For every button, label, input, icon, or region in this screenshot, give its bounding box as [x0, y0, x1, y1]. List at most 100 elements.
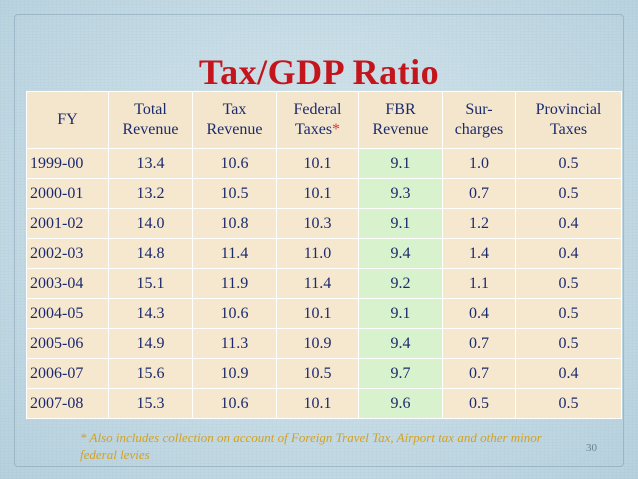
table-cell-provincial-taxes: 0.5: [515, 328, 622, 359]
table-cell-fy: 2000-01: [26, 178, 109, 209]
table-cell-total-revenue: 15.3: [108, 388, 193, 419]
table-cell-fbr-revenue: 9.1: [358, 148, 443, 179]
table-row: 2004-05 14.3 10.6 10.1 9.1 0.4 0.5: [26, 298, 622, 329]
table-row: 2007-08 15.3 10.6 10.1 9.6 0.5 0.5: [26, 388, 622, 419]
table-cell-federal-taxes: 10.5: [276, 358, 359, 389]
column-header-tax-revenue: Tax Revenue: [192, 91, 277, 149]
column-header-line: FY: [57, 111, 78, 128]
slide-frame: [14, 14, 624, 467]
table-cell-total-revenue: 14.8: [108, 238, 193, 269]
column-header-surcharges: Sur-charges: [442, 91, 516, 149]
table-cell-total-revenue: 14.3: [108, 298, 193, 329]
table-header-row: FY Total Revenue Tax Revenue Federal Taxes* FBR…: [26, 91, 622, 149]
table-row: 2002-03 14.8 11.4 11.0 9.4 1.4 0.4: [26, 238, 622, 269]
footnote-marker: *: [332, 121, 341, 138]
table-cell-total-revenue: 13.4: [108, 148, 193, 179]
footnote: * Also includes collection on account of…: [80, 430, 542, 462]
table-cell-fy: 2004-05: [26, 298, 109, 329]
table-cell-federal-taxes: 10.3: [276, 208, 359, 239]
column-header-line: Revenue: [206, 121, 263, 138]
table-cell-tax-revenue: 10.5: [192, 178, 277, 209]
column-header-line: Taxes*: [294, 121, 341, 138]
table-cell-federal-taxes: 10.1: [276, 178, 359, 209]
table-cell-fy: 2005-06: [26, 328, 109, 359]
slide-title: Tax/GDP Ratio: [198, 52, 440, 92]
table-cell-surcharges: 0.7: [442, 178, 516, 209]
table-cell-surcharges: 0.7: [442, 358, 516, 389]
slide-number: 30: [586, 442, 597, 454]
table-cell-provincial-taxes: 0.5: [515, 148, 622, 179]
table-cell-fbr-revenue: 9.6: [358, 388, 443, 419]
column-header-line: Revenue: [122, 121, 179, 138]
table-row: 2003-04 15.1 11.9 11.4 9.2 1.1 0.5: [26, 268, 622, 299]
table-cell-provincial-taxes: 0.5: [515, 298, 622, 329]
table-cell-federal-taxes: 10.1: [276, 388, 359, 419]
column-header-fy: FY: [26, 91, 109, 149]
column-header-line: Federal: [293, 101, 342, 118]
table-cell-federal-taxes: 10.1: [276, 148, 359, 179]
column-header-line: Sur-: [465, 101, 493, 118]
table-cell-fbr-revenue: 9.4: [358, 328, 443, 359]
table-cell-fy: 2006-07: [26, 358, 109, 389]
table-cell-provincial-taxes: 0.4: [515, 208, 622, 239]
table-row: 2001-02 14.0 10.8 10.3 9.1 1.2 0.4: [26, 208, 622, 239]
table-cell-provincial-taxes: 0.5: [515, 178, 622, 209]
table-cell-fy: 2001-02: [26, 208, 109, 239]
table-cell-fbr-revenue: 9.1: [358, 208, 443, 239]
table-cell-surcharges: 1.2: [442, 208, 516, 239]
column-header-federal-taxes: Federal Taxes*: [276, 91, 359, 149]
table-row: 2000-01 13.2 10.5 10.1 9.3 0.7 0.5: [26, 178, 622, 209]
table-cell-fbr-revenue: 9.1: [358, 298, 443, 329]
table-cell-provincial-taxes: 0.5: [515, 388, 622, 419]
table-body: 1999-00 13.4 10.6 10.1 9.1 1.0 0.5 2000-01 13.2 1…: [26, 148, 622, 419]
table-cell-federal-taxes: 10.9: [276, 328, 359, 359]
table-cell-tax-revenue: 11.4: [192, 238, 277, 269]
table-cell-tax-revenue: 10.9: [192, 358, 277, 389]
table-cell-fbr-revenue: 9.4: [358, 238, 443, 269]
table-cell-total-revenue: 14.9: [108, 328, 193, 359]
table-cell-tax-revenue: 10.8: [192, 208, 277, 239]
column-header-line: Total: [134, 101, 167, 118]
table-cell-tax-revenue: 10.6: [192, 388, 277, 419]
tax-gdp-table: FY Total Revenue Tax Revenue Federal Taxes* FBR…: [26, 91, 622, 419]
table-cell-tax-revenue: 10.6: [192, 298, 277, 329]
table-cell-surcharges: 0.4: [442, 298, 516, 329]
table-cell-tax-revenue: 11.3: [192, 328, 277, 359]
column-header-line: charges: [454, 121, 504, 138]
column-header-provincial-taxes: Provincial Taxes: [515, 91, 622, 149]
column-header-line: FBR: [385, 101, 416, 118]
table-cell-total-revenue: 13.2: [108, 178, 193, 209]
table-cell-provincial-taxes: 0.4: [515, 238, 622, 269]
table-cell-federal-taxes: 11.0: [276, 238, 359, 269]
table-row: 1999-00 13.4 10.6 10.1 9.1 1.0 0.5: [26, 148, 622, 179]
table-cell-surcharges: 0.7: [442, 328, 516, 359]
column-header-line: Tax: [222, 101, 247, 118]
table-cell-provincial-taxes: 0.4: [515, 358, 622, 389]
table-cell-fbr-revenue: 9.3: [358, 178, 443, 209]
column-header-line: Provincial: [535, 101, 602, 118]
column-header-line: Taxes: [549, 121, 588, 138]
column-header-line: Revenue: [372, 121, 429, 138]
table-cell-fy: 1999-00: [26, 148, 109, 179]
table-cell-tax-revenue: 10.6: [192, 148, 277, 179]
column-header-fbr-revenue: FBR Revenue: [358, 91, 443, 149]
table-cell-federal-taxes: 11.4: [276, 268, 359, 299]
table-cell-surcharges: 1.0: [442, 148, 516, 179]
table-cell-federal-taxes: 10.1: [276, 298, 359, 329]
table-cell-surcharges: 1.1: [442, 268, 516, 299]
table-cell-fy: 2007-08: [26, 388, 109, 419]
table-cell-surcharges: 0.5: [442, 388, 516, 419]
table-cell-tax-revenue: 11.9: [192, 268, 277, 299]
table-row: 2005-06 14.9 11.3 10.9 9.4 0.7 0.5: [26, 328, 622, 359]
table-cell-total-revenue: 15.6: [108, 358, 193, 389]
table-cell-total-revenue: 14.0: [108, 208, 193, 239]
table-cell-fy: 2003-04: [26, 268, 109, 299]
table-cell-fy: 2002-03: [26, 238, 109, 269]
table-row: 2006-07 15.6 10.9 10.5 9.7 0.7 0.4: [26, 358, 622, 389]
table-cell-total-revenue: 15.1: [108, 268, 193, 299]
column-header-total-revenue: Total Revenue: [108, 91, 193, 149]
table-cell-surcharges: 1.4: [442, 238, 516, 269]
table-cell-fbr-revenue: 9.2: [358, 268, 443, 299]
table-cell-provincial-taxes: 0.5: [515, 268, 622, 299]
table-cell-fbr-revenue: 9.7: [358, 358, 443, 389]
